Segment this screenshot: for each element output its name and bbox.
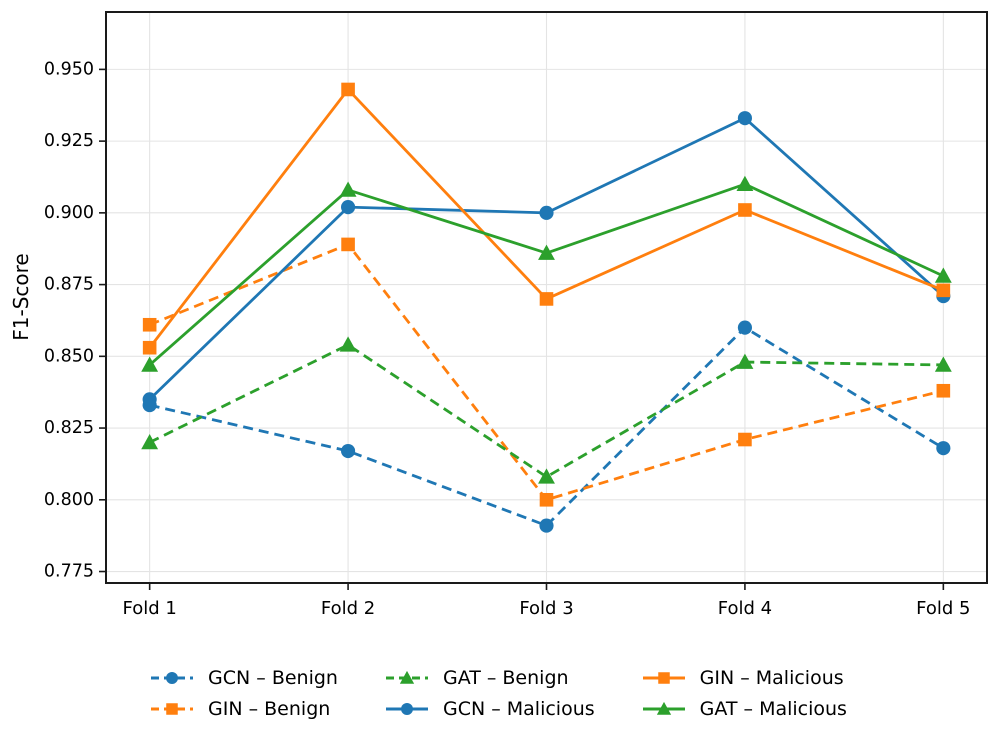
data-point-circle xyxy=(539,205,554,220)
data-point-triangle xyxy=(339,181,357,197)
y-tick-label: 0.800 xyxy=(44,490,94,510)
data-point-triangle xyxy=(141,356,159,372)
data-point-square xyxy=(738,432,752,447)
data-point-square xyxy=(142,317,157,332)
y-tick-label: 0.850 xyxy=(44,346,94,366)
data-point-circle xyxy=(142,392,157,407)
series-gin-benign xyxy=(142,237,951,507)
data-point-square xyxy=(539,292,554,306)
data-point-triangle xyxy=(339,336,357,352)
data-point-square xyxy=(142,340,157,355)
data-point-circle xyxy=(341,443,356,459)
legend-line-sample xyxy=(642,672,685,684)
x-tick-label: Fold 2 xyxy=(321,598,375,619)
data-point-triangle xyxy=(736,175,754,191)
data-series xyxy=(141,82,952,533)
data-point-circle xyxy=(737,320,752,335)
legend-item: GCN – Malicious xyxy=(384,697,595,721)
x-tick-label: Fold 1 xyxy=(122,598,176,619)
axis-tick-labels: 0.775 0.800 0.825 0.850 0.875 0.900 0.925 0.950… xyxy=(44,59,971,619)
y-axis-label: F1-Score xyxy=(9,253,33,340)
data-point-triangle xyxy=(538,244,555,260)
data-point-triangle xyxy=(934,356,952,372)
data-point-square xyxy=(341,82,355,97)
data-point-square xyxy=(539,492,554,507)
series-line xyxy=(149,326,945,528)
y-tick-label: 0.825 xyxy=(44,418,94,438)
legend-line-sample xyxy=(642,701,685,715)
data-point-triangle xyxy=(656,701,671,715)
axis-ticks xyxy=(99,68,945,590)
data-point-square xyxy=(936,283,951,298)
x-tick-label: Fold 3 xyxy=(519,598,573,619)
series-line xyxy=(149,343,944,479)
legend-line-sample xyxy=(385,670,428,684)
legend-label: GAT – Benign xyxy=(442,667,569,689)
y-tick-label: 0.950 xyxy=(44,59,94,79)
legend-label: GCN – Benign xyxy=(208,667,338,689)
data-point-circle xyxy=(737,111,752,126)
data-point-circle xyxy=(341,200,356,215)
x-tick-label: Fold 5 xyxy=(916,598,970,619)
y-tick-label: 0.875 xyxy=(44,275,94,295)
legend-item: GAT – Malicious xyxy=(641,697,847,721)
data-point-circle xyxy=(539,518,554,533)
y-tick-label: 0.925 xyxy=(44,131,94,151)
data-point-square xyxy=(166,703,178,715)
legend-label: GIN – Benign xyxy=(208,698,331,720)
legend-line-sample xyxy=(151,703,194,715)
data-point-circle xyxy=(166,672,179,684)
series-gin-malicious xyxy=(142,82,951,355)
legend-item: GIN – Benign xyxy=(149,697,338,721)
data-point-triangle xyxy=(141,433,159,450)
data-point-triangle xyxy=(538,468,555,484)
data-point-square xyxy=(657,672,670,684)
data-point-square xyxy=(936,383,951,398)
legend-label: GCN – Malicious xyxy=(442,698,595,720)
data-point-square xyxy=(341,237,355,252)
legend-item: GAT – Benign xyxy=(384,666,595,690)
chart-legend: GCN – Benign GIN – Benign GAT – Benign GCN … xyxy=(0,666,996,721)
legend-label: GAT – Malicious xyxy=(699,698,847,720)
legend-line-sample xyxy=(385,703,428,715)
data-point-circle xyxy=(400,703,413,715)
data-point-triangle xyxy=(736,353,754,369)
data-point-triangle xyxy=(934,267,952,283)
data-point-triangle xyxy=(399,670,415,684)
legend-item: GCN – Benign xyxy=(149,666,338,690)
data-point-circle xyxy=(936,441,951,456)
y-tick-label: 0.775 xyxy=(44,562,94,582)
data-point-square xyxy=(738,203,752,217)
legend-column: GAT – Benign GCN – Malicious xyxy=(384,666,595,721)
legend-column: GCN – Benign GIN – Benign xyxy=(149,666,338,721)
legend-label: GIN – Malicious xyxy=(699,667,844,689)
x-tick-label: Fold 4 xyxy=(718,598,772,619)
y-tick-label: 0.900 xyxy=(44,203,94,223)
series-gat-benign xyxy=(141,336,952,484)
series-gat-malicious xyxy=(141,175,952,372)
legend-column: GIN – Malicious GAT – Malicious xyxy=(641,666,847,721)
line-chart-canvas: 0.775 0.800 0.825 0.850 0.875 0.900 0.925 0.950… xyxy=(9,11,988,619)
legend-item: GIN – Malicious xyxy=(641,666,847,690)
legend-line-sample xyxy=(151,672,194,684)
